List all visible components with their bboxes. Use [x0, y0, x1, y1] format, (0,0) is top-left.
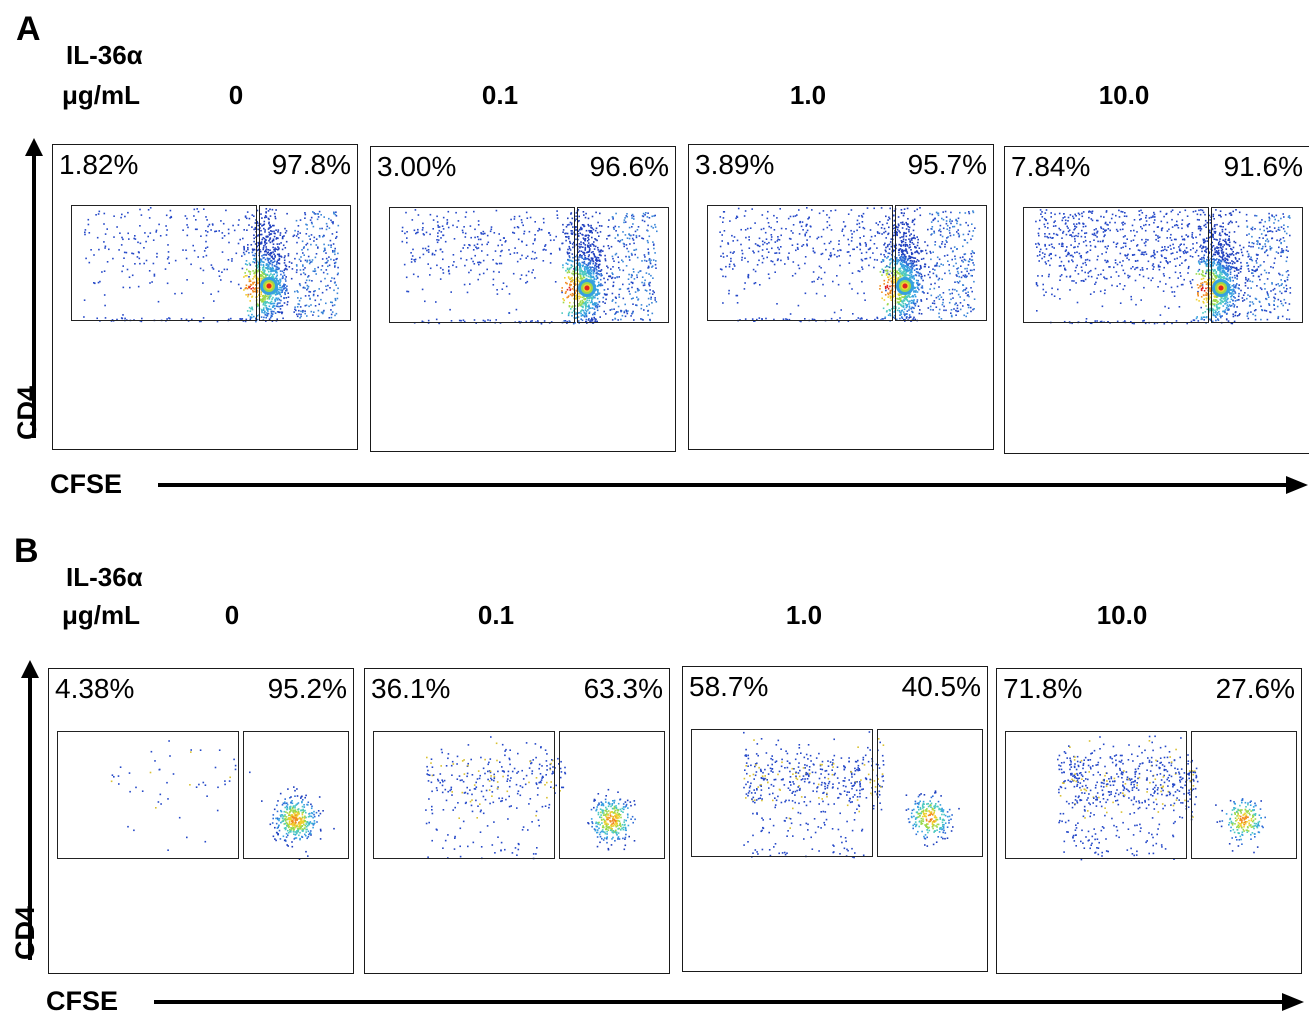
- flow-plot-b-3: 71.8% 27.6%: [996, 668, 1302, 974]
- right-gate: [559, 731, 665, 859]
- x-axis-label: CFSE: [50, 469, 123, 499]
- concentration-label: 1.0: [785, 600, 823, 630]
- flow-plot-a-2: 3.89% 95.7%: [688, 144, 994, 450]
- left-gate: [373, 731, 555, 859]
- scatter-dots: [83, 207, 340, 323]
- left-gate: [389, 207, 575, 323]
- x-axis-arrow: [154, 993, 1304, 1011]
- right-gate-percent: 95.2%: [267, 673, 347, 704]
- flow-plot-a-3: 7.84% 91.6%: [1004, 146, 1309, 454]
- y-axis-label: CD4: [10, 905, 40, 960]
- flow-plot-b-2: 58.7% 40.5%: [682, 666, 988, 972]
- left-gate-percent: 71.8%: [1003, 673, 1083, 704]
- left-gate: [691, 729, 873, 857]
- scatter-dots: [1057, 735, 1266, 861]
- right-gate: [1191, 731, 1297, 859]
- left-gate: [57, 731, 239, 859]
- scatter-dots: [110, 740, 335, 860]
- scatter-dots: [1035, 209, 1292, 325]
- flow-plot-b-0: 4.38% 95.2%: [48, 668, 354, 974]
- right-gate-percent: 95.7%: [907, 149, 987, 180]
- right-gate-percent: 97.8%: [271, 149, 351, 180]
- left-gate: [1005, 731, 1187, 859]
- scatter-dots: [719, 207, 976, 323]
- panel-label-b: B: [14, 532, 39, 570]
- y-axis-arrow: [21, 660, 39, 960]
- left-gate-percent: 3.89%: [695, 149, 775, 180]
- panel-label-a: A: [16, 10, 41, 48]
- concentration-label: 0: [228, 80, 244, 110]
- left-gate: [707, 205, 893, 321]
- right-gate-percent: 63.3%: [583, 673, 663, 704]
- right-gate: [877, 729, 983, 857]
- right-gate-percent: 27.6%: [1215, 673, 1295, 704]
- x-axis-label: CFSE: [46, 986, 119, 1016]
- scatter-dots: [401, 209, 658, 325]
- right-gate: [259, 205, 351, 321]
- left-gate-percent: 1.82%: [59, 149, 139, 180]
- left-gate-percent: 58.7%: [689, 671, 769, 702]
- x-axis-arrow: [158, 476, 1308, 494]
- left-gate: [71, 205, 257, 321]
- concentration-label: 10.0: [1096, 600, 1148, 630]
- left-gate-percent: 3.00%: [377, 151, 457, 182]
- treatment-label-a: IL-36α: [66, 40, 143, 70]
- right-gate: [577, 207, 669, 323]
- unit-label-a: μg/mL: [62, 80, 141, 110]
- concentration-label: 0: [224, 600, 240, 630]
- flow-plot-a-0: 1.82% 97.8%: [52, 144, 358, 450]
- y-axis-arrow: [25, 138, 43, 438]
- right-gate: [895, 205, 987, 321]
- right-gate-percent: 91.6%: [1223, 151, 1303, 182]
- treatment-label-b: IL-36α: [66, 562, 143, 592]
- concentration-label: 10.0: [1098, 80, 1150, 110]
- flow-plot-b-1: 36.1% 63.3%: [364, 668, 670, 974]
- unit-label-b: μg/mL: [62, 600, 141, 630]
- right-gate: [243, 731, 349, 859]
- left-gate-percent: 36.1%: [371, 673, 451, 704]
- left-gate-percent: 4.38%: [55, 673, 135, 704]
- left-gate: [1023, 207, 1209, 323]
- flow-plot-a-1: 3.00% 96.6%: [370, 146, 676, 452]
- concentration-label: 0.1: [481, 80, 519, 110]
- right-gate-percent: 40.5%: [901, 671, 981, 702]
- concentration-label: 1.0: [789, 80, 827, 110]
- concentration-label: 0.1: [477, 600, 515, 630]
- right-gate: [1211, 207, 1303, 323]
- right-gate-percent: 96.6%: [589, 151, 669, 182]
- left-gate-percent: 7.84%: [1011, 151, 1091, 182]
- y-axis-label: CD4: [12, 385, 42, 440]
- scatter-dots: [425, 736, 636, 860]
